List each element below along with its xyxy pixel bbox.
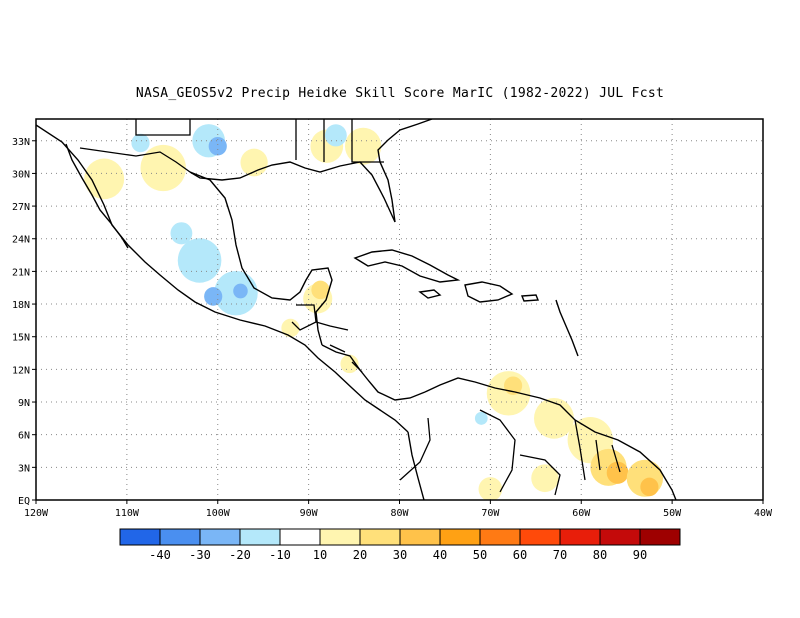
coast-gulf-mexico (189, 171, 333, 346)
colorbar-label: 90 (633, 548, 647, 562)
skill-region (208, 136, 227, 156)
colorbar-label: 80 (593, 548, 607, 562)
grid-lines (32, 119, 764, 504)
colorbar-label: 20 (353, 548, 367, 562)
lon-tick-label: 90W (300, 508, 319, 519)
colorbar-label: -40 (149, 548, 171, 562)
lon-tick-label: 120W (24, 508, 49, 519)
coastlines (36, 119, 677, 500)
skill-region (606, 461, 629, 484)
colorbar-label: -20 (229, 548, 251, 562)
lat-tick-label: 3N (18, 463, 30, 474)
skill-region (140, 144, 186, 192)
colorbar-swatch (639, 528, 681, 546)
lat-tick-label: 33N (12, 137, 30, 148)
colorbar-swatch (599, 528, 641, 546)
map-title: NASA_GEOS5v2 Precip Heidke Skill Score M… (135, 86, 665, 101)
coast-antilles (555, 299, 579, 357)
latitude-tick-labels: 33N 30N 27N 24N 21N 18N 15N 12N 9N 6N 3N EQ (12, 137, 30, 507)
colorbar-label: 70 (553, 548, 567, 562)
lon-tick-label: 80W (390, 508, 409, 519)
colorbar-swatch (359, 528, 401, 546)
colorbar-label: 30 (393, 548, 407, 562)
lon-tick-label: 40W (754, 508, 773, 519)
country-borders (79, 119, 621, 496)
coast-jamaica (418, 289, 442, 299)
lon-tick-label: 110W (115, 508, 140, 519)
skill-region (344, 127, 382, 165)
longitude-tick-labels: 120W 110W 100W 90W 80W 70W 60W 50W 40W (24, 508, 773, 519)
colorbar-swatch (319, 528, 361, 546)
colorbar-swatch (239, 528, 281, 546)
coast-hispaniola (464, 281, 514, 303)
skill-region (204, 287, 223, 306)
colorbar-swatch (479, 528, 521, 546)
lat-tick-label: 27N (12, 202, 30, 213)
colorbar-swatch (199, 528, 241, 546)
lat-tick-label: 15N (12, 333, 30, 344)
skill-region (533, 398, 574, 439)
coast-caribbean-central (321, 344, 426, 401)
skill-region (233, 283, 248, 299)
lon-tick-label: 50W (663, 508, 682, 519)
colorbar-swatch (399, 528, 441, 546)
lat-tick-label: 18N (12, 300, 30, 311)
skill-region (531, 464, 559, 493)
skill-region (84, 158, 125, 200)
coast-cuba (353, 249, 461, 283)
skill-region (340, 354, 359, 374)
lat-tick-label: 6N (18, 431, 30, 442)
lat-tick-label: 21N (12, 267, 30, 278)
skill-region (478, 477, 503, 500)
skill-region (177, 238, 222, 283)
colorbar-label: -30 (189, 548, 211, 562)
border-central-america (315, 321, 363, 373)
lat-tick-label: 24N (12, 235, 30, 246)
border-south-america (399, 409, 621, 496)
coast-puerto-rico (520, 294, 540, 302)
lat-tick-label: 12N (12, 365, 30, 376)
coast-us-gulf (189, 161, 396, 223)
border-us-mexico (79, 147, 191, 173)
colorbar-swatch (519, 528, 561, 546)
lat-tick-label: 30N (12, 169, 30, 180)
lon-tick-label: 100W (206, 508, 231, 519)
colorbar-label: 50 (473, 548, 487, 562)
lon-tick-label: 70W (481, 508, 500, 519)
skill-region (324, 124, 347, 147)
skill-region (131, 133, 150, 153)
coast-baja (65, 143, 129, 249)
colorbar-label: 10 (313, 548, 327, 562)
colorbar-swatch (119, 528, 161, 546)
lat-tick-label: 9N (18, 398, 30, 409)
colorbar: -40 -30 -20 -10 10 20 30 40 50 60 70 80 90 (119, 528, 681, 562)
lon-tick-label: 60W (572, 508, 591, 519)
colorbar-label: -10 (269, 548, 291, 562)
colorbar-swatch (279, 528, 321, 546)
coast-pacific-mexico (36, 124, 409, 433)
plot-frame (35, 118, 764, 501)
skill-region (640, 477, 659, 497)
lat-tick-label: EQ (18, 496, 30, 507)
colorbar-label: 40 (433, 548, 447, 562)
colorbar-label: 60 (513, 548, 527, 562)
colorbar-swatch (159, 528, 201, 546)
skill-region (474, 411, 488, 425)
colorbar-swatch (559, 528, 601, 546)
skill-region (281, 318, 300, 338)
colorbar-swatch (439, 528, 481, 546)
skill-region (170, 222, 193, 245)
border-us-states (135, 119, 384, 163)
coast-us-atlantic (377, 119, 433, 223)
skill-region (311, 280, 330, 300)
